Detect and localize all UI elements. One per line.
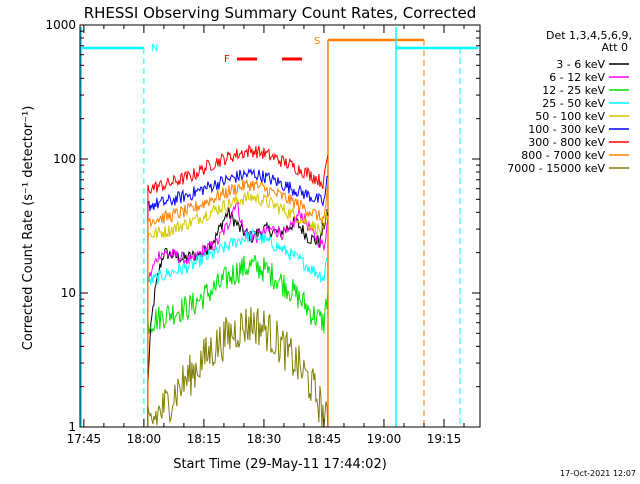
series-line [147, 178, 329, 427]
series-7000-15000-keV-kev [147, 307, 329, 428]
series-6-12-keV-kev [147, 201, 329, 427]
series-line [147, 207, 329, 427]
x-tick-label: 19:00 [367, 432, 402, 446]
y-tick-label: 10 [61, 286, 76, 300]
night-label: N [151, 43, 158, 54]
legend-entry-label: 7000 - 15000 keV [507, 162, 605, 175]
legend-entry-label: 12 - 25 keV [542, 84, 605, 97]
series-100-300-keV-kev [147, 168, 329, 427]
legend-entry-label: 300 - 800 keV [528, 136, 605, 149]
legend-entry-label: 100 - 300 keV [528, 123, 605, 136]
plot-frame [79, 24, 481, 428]
series-line [147, 201, 329, 427]
y-axis-label: Corrected Count Rate (s⁻¹ detector⁻¹) [21, 106, 36, 351]
series-layer [147, 144, 329, 428]
series-line [147, 307, 329, 428]
x-tick-label: 18:30 [247, 432, 282, 446]
chart-title: RHESSI Observing Summary Count Rates, Co… [84, 4, 477, 22]
observing-overlays: N F S [80, 27, 478, 427]
legend-entry-label: 6 - 12 keV [549, 71, 605, 84]
series-300-800-keV-kev [147, 144, 329, 427]
x-tick-label: 18:15 [187, 432, 222, 446]
x-tick-label: 17:45 [67, 432, 102, 446]
legend-entry-label: 3 - 6 keV [556, 58, 605, 71]
legend-entry-label: 25 - 50 keV [542, 97, 605, 110]
x-tick-label: 18:00 [127, 432, 162, 446]
series-12-25-keV-kev [147, 254, 329, 427]
series-3-6-keV-kev [147, 207, 329, 427]
x-axis-label: Start Time (29-May-11 17:44:02) [173, 457, 387, 472]
series-line [147, 168, 329, 427]
series-line [147, 144, 329, 427]
y-tick-label: 100 [53, 152, 76, 166]
series-50-100-keV-kev [147, 191, 329, 427]
footer-timestamp: 17-Oct-2021 12:07 [560, 469, 636, 478]
legend-entry-label: 800 - 7000 keV [521, 149, 605, 162]
saa-label: S [314, 36, 320, 47]
axes: 17:45 18:00 18:15 18:30 18:45 19:00 19:15 1 10 10… [45, 18, 481, 446]
y-tick-label: 1 [68, 420, 76, 434]
series-line [147, 228, 329, 427]
series-800-7000-keV-kev [147, 178, 329, 427]
legend-entry-label: 50 - 100 keV [535, 110, 605, 123]
series-25-50-keV-kev [147, 228, 329, 427]
x-tick-label: 19:15 [427, 432, 462, 446]
legend-header-line1: Det 1,3,4,5,6,9, [546, 29, 632, 42]
y-tick-label: 1000 [45, 18, 76, 32]
x-tick-label: 18:45 [307, 432, 342, 446]
series-line [147, 254, 329, 427]
flare-label: F [224, 54, 230, 65]
series-line [147, 191, 329, 427]
legend-header-line2: Att 0 [602, 41, 628, 54]
